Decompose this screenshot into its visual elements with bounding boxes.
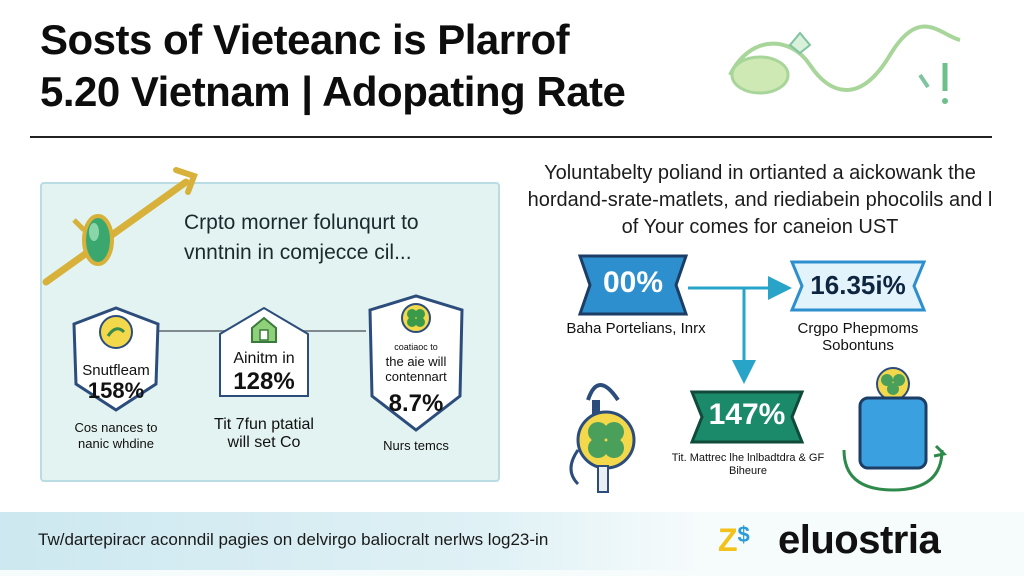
footer-band (0, 512, 700, 570)
header-divider (30, 136, 992, 138)
coin-icon (99, 315, 133, 349)
connector-line (300, 330, 366, 332)
node-label: Crgpo Phepmoms Sobontuns (797, 320, 919, 354)
stat-label: Ainitm in (233, 350, 295, 367)
stat-value: 158% (87, 378, 145, 403)
node-label: Baha Portelians, Inrx (566, 320, 706, 337)
footer-caption: Tw/dartepiracr aconndil pagies on delvir… (38, 530, 549, 549)
wallet-icon (842, 367, 948, 492)
stat-card-3: coatiaoc to the aie will contennart 8.7%… (364, 292, 468, 464)
stat-tag: coatiaoc to (394, 342, 438, 352)
flow-arrows (688, 276, 792, 384)
stat-label: the aie will contennart (385, 354, 447, 384)
ribbon-node-1-icon (577, 254, 689, 316)
stat-card-1: Snutfleam 158% Cos nances to nanic whdin… (68, 304, 164, 464)
house-frame-icon (219, 306, 309, 397)
crypto-key-icon (42, 167, 198, 286)
node-value: 00% (602, 266, 664, 299)
connector-line (150, 330, 230, 332)
clover-coin-icon (401, 303, 431, 333)
home-icon (251, 316, 277, 343)
stat-caption: Nurs temcs (383, 438, 449, 453)
decorative-swirl-icon (728, 24, 961, 104)
node-label: Tit. Mattrec lhe lnlbadtdra & GF Biheure (671, 452, 825, 477)
title-line-1: Sosts of Vieteanc is Plarrof (40, 16, 570, 63)
stat-value: 128% (233, 368, 295, 395)
panel-heading: Crpto morner folunqurt to vnntnin in com… (184, 211, 419, 264)
page-title: Sosts of Vieteanc is Plarrof 5.20 Vietna… (40, 14, 626, 118)
stat-value: 8.7% (388, 390, 444, 417)
shield-frame-icon (72, 306, 160, 412)
node-value: 16.35i% (810, 270, 906, 300)
shield-frame-icon (368, 294, 464, 432)
intro-paragraph: Yoluntabelty poliand in ortianted a aick… (527, 162, 993, 238)
logo-mark: Z$ (718, 522, 750, 558)
clover-lock-icon (569, 383, 636, 493)
node-value: 147% (708, 398, 786, 431)
stat-card-2: Ainitm in 128% Tit 7fun ptatial will set… (212, 304, 316, 464)
brand-logo: eluostria (778, 518, 941, 562)
ribbon-node-2-icon (789, 260, 927, 312)
title-line-2: 5.20 Vietnam | Adopating Rate (40, 68, 626, 115)
stat-label: Snutfleam (82, 362, 150, 379)
stat-caption: Tit 7fun ptatial will set Co (214, 416, 314, 451)
stat-caption: Cos nances to nanic whdine (74, 420, 158, 451)
ribbon-node-3-icon (689, 390, 805, 444)
